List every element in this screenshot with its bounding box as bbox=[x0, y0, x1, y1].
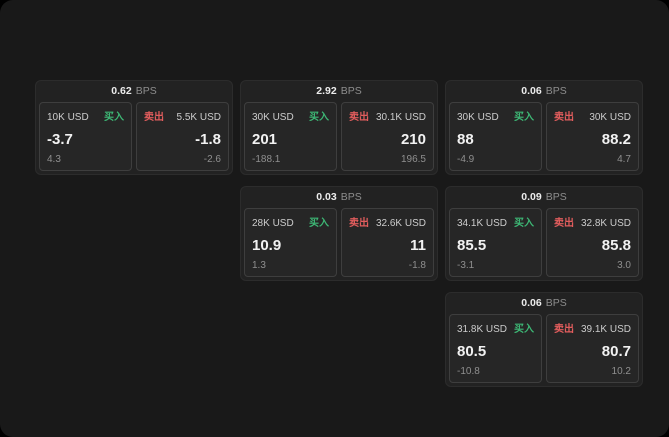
buy-label: 买入 bbox=[104, 112, 124, 123]
sell-label: 卖出 bbox=[554, 324, 574, 335]
sell-delta: -2.6 bbox=[203, 154, 221, 165]
sell-panel[interactable]: 卖出 32.6K USD 11 -1.8 bbox=[341, 208, 434, 277]
sell-price: 210 bbox=[400, 130, 426, 148]
sell-amount: 5.5K USD bbox=[176, 112, 221, 123]
buy-price: -3.7 bbox=[47, 130, 73, 148]
quote-card: 2.92 BPS 30K USD 买入 201 -188.1 卖出 30.1K U… bbox=[240, 80, 438, 175]
quote-cards-grid: 0.62 BPS 10K USD 买入 -3.7 4.3 卖出 5.5K USD bbox=[35, 80, 643, 387]
spread-header: 0.62 BPS bbox=[39, 81, 229, 102]
spread-header: 0.06 BPS bbox=[449, 293, 639, 314]
buy-price: 88 bbox=[457, 130, 474, 148]
sell-panel[interactable]: 卖出 39.1K USD 80.7 10.2 bbox=[546, 314, 639, 383]
buy-panel[interactable]: 30K USD 买入 88 -4.9 bbox=[449, 102, 542, 171]
sell-price: 80.7 bbox=[601, 342, 631, 360]
spread-header: 2.92 BPS bbox=[244, 81, 434, 102]
quote-card: 0.62 BPS 10K USD 买入 -3.7 4.3 卖出 5.5K USD bbox=[35, 80, 233, 175]
spread-unit: BPS bbox=[545, 191, 567, 203]
sell-delta: 196.5 bbox=[400, 154, 426, 165]
buy-label: 买入 bbox=[514, 218, 534, 229]
buy-price: 80.5 bbox=[457, 342, 487, 360]
sell-amount: 30K USD bbox=[589, 112, 631, 123]
buy-panel[interactable]: 34.1K USD 买入 85.5 -3.1 bbox=[449, 208, 542, 277]
buy-amount: 10K USD bbox=[47, 112, 89, 123]
buy-price: 201 bbox=[252, 130, 278, 148]
buy-label: 买入 bbox=[309, 112, 329, 123]
quote-card: 0.06 BPS 30K USD 买入 88 -4.9 卖出 30K USD bbox=[445, 80, 643, 175]
buy-panel[interactable]: 10K USD 买入 -3.7 4.3 bbox=[39, 102, 132, 171]
spread-unit: BPS bbox=[545, 85, 567, 97]
buy-label: 买入 bbox=[514, 112, 534, 123]
sell-amount: 32.6K USD bbox=[375, 218, 426, 229]
buy-delta: -188.1 bbox=[252, 154, 281, 165]
buy-delta: -10.8 bbox=[457, 366, 480, 377]
spread-unit: BPS bbox=[135, 85, 157, 97]
spread-unit: BPS bbox=[340, 191, 362, 203]
spread-value: 2.92 bbox=[316, 85, 337, 97]
buy-price: 10.9 bbox=[252, 236, 282, 254]
sell-panel[interactable]: 卖出 30.1K USD 210 196.5 bbox=[341, 102, 434, 171]
sell-delta: 10.2 bbox=[611, 366, 631, 377]
spread-value: 0.06 bbox=[521, 85, 542, 97]
sell-amount: 30.1K USD bbox=[375, 112, 426, 123]
sell-delta: -1.8 bbox=[408, 260, 426, 271]
buy-panel[interactable]: 31.8K USD 买入 80.5 -10.8 bbox=[449, 314, 542, 383]
quote-card: 0.09 BPS 34.1K USD 买入 85.5 -3.1 卖出 32.8K … bbox=[445, 186, 643, 281]
spread-unit: BPS bbox=[545, 297, 567, 309]
sell-price: 11 bbox=[410, 236, 426, 254]
spread-header: 0.03 BPS bbox=[244, 187, 434, 208]
buy-amount: 28K USD bbox=[252, 218, 294, 229]
buy-delta: -4.9 bbox=[457, 154, 475, 165]
sell-label: 卖出 bbox=[349, 112, 369, 123]
sell-panel[interactable]: 卖出 5.5K USD -1.8 -2.6 bbox=[136, 102, 229, 171]
sell-panel[interactable]: 卖出 30K USD 88.2 4.7 bbox=[546, 102, 639, 171]
buy-amount: 34.1K USD bbox=[457, 218, 508, 229]
sell-price: 85.8 bbox=[601, 236, 631, 254]
spread-value: 0.03 bbox=[316, 191, 337, 203]
buy-label: 买入 bbox=[309, 218, 329, 229]
sell-label: 卖出 bbox=[554, 218, 574, 229]
buy-amount: 31.8K USD bbox=[457, 324, 508, 335]
buy-label: 买入 bbox=[514, 324, 534, 335]
spread-header: 0.06 BPS bbox=[449, 81, 639, 102]
sell-delta: 3.0 bbox=[617, 260, 631, 271]
spread-value: 0.62 bbox=[111, 85, 132, 97]
spread-value: 0.06 bbox=[521, 297, 542, 309]
sell-price: 88.2 bbox=[601, 130, 631, 148]
quote-card: 0.06 BPS 31.8K USD 买入 80.5 -10.8 卖出 39.1K… bbox=[445, 292, 643, 387]
sell-label: 卖出 bbox=[554, 112, 574, 123]
spread-unit: BPS bbox=[340, 85, 362, 97]
sell-amount: 32.8K USD bbox=[580, 218, 631, 229]
sell-panel[interactable]: 卖出 32.8K USD 85.8 3.0 bbox=[546, 208, 639, 277]
buy-delta: 1.3 bbox=[252, 260, 266, 271]
quote-card: 0.03 BPS 28K USD 买入 10.9 1.3 卖出 32.6K USD bbox=[240, 186, 438, 281]
sell-amount: 39.1K USD bbox=[580, 324, 631, 335]
buy-price: 85.5 bbox=[457, 236, 487, 254]
sell-price: -1.8 bbox=[195, 130, 221, 148]
buy-amount: 30K USD bbox=[457, 112, 499, 123]
sell-delta: 4.7 bbox=[617, 154, 631, 165]
buy-delta: -3.1 bbox=[457, 260, 475, 271]
buy-amount: 30K USD bbox=[252, 112, 294, 123]
sell-label: 卖出 bbox=[144, 112, 164, 123]
buy-panel[interactable]: 30K USD 买入 201 -188.1 bbox=[244, 102, 337, 171]
spread-value: 0.09 bbox=[521, 191, 542, 203]
buy-panel[interactable]: 28K USD 买入 10.9 1.3 bbox=[244, 208, 337, 277]
buy-delta: 4.3 bbox=[47, 154, 61, 165]
sell-label: 卖出 bbox=[349, 218, 369, 229]
spread-header: 0.09 BPS bbox=[449, 187, 639, 208]
